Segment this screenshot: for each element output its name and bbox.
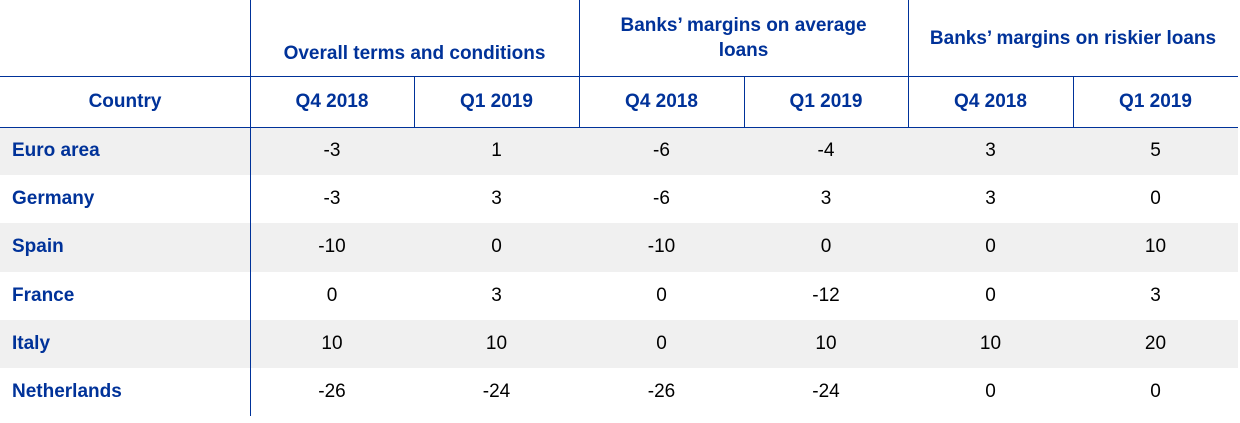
cell-value: 10 bbox=[321, 332, 343, 354]
cell-value: -26 bbox=[647, 381, 676, 403]
cell-value: 3 bbox=[491, 284, 502, 306]
column-rule bbox=[414, 76, 415, 127]
column-rule bbox=[908, 0, 909, 127]
country-name: Euro area bbox=[12, 140, 100, 162]
cell-value: 1 bbox=[491, 140, 502, 162]
country-name: Netherlands bbox=[12, 381, 122, 403]
row-band bbox=[0, 319, 1238, 368]
country-name: Spain bbox=[12, 236, 64, 258]
column-rule bbox=[579, 0, 580, 127]
group-header: Banks’ margins on average loans bbox=[620, 15, 867, 61]
cell-value: 20 bbox=[1144, 332, 1167, 354]
header-rule bbox=[0, 127, 1238, 128]
column-header: Q4 2018 bbox=[625, 91, 698, 112]
country-name: France bbox=[12, 284, 75, 306]
cell-value: 0 bbox=[985, 236, 996, 258]
cell-value: 0 bbox=[491, 236, 502, 258]
country-name: Germany bbox=[12, 188, 95, 210]
row-band bbox=[0, 127, 1238, 176]
cell-value: -12 bbox=[812, 284, 840, 306]
cell-value: 3 bbox=[1150, 284, 1161, 306]
cell-value: -10 bbox=[647, 236, 676, 258]
column-rule bbox=[250, 0, 251, 417]
column-header: Country bbox=[88, 91, 162, 112]
cell-value: 10 bbox=[485, 332, 508, 354]
column-header: Q4 2018 bbox=[954, 91, 1027, 112]
cell-value: 0 bbox=[656, 284, 667, 306]
cell-value: 3 bbox=[491, 188, 502, 210]
row-band bbox=[0, 223, 1238, 272]
cell-value: 0 bbox=[326, 284, 338, 306]
column-header: Q4 2018 bbox=[295, 91, 369, 112]
cell-value: -24 bbox=[812, 381, 840, 403]
cell-value: 3 bbox=[985, 188, 996, 210]
column-header: Q1 2019 bbox=[460, 91, 533, 112]
cell-value: 0 bbox=[1150, 381, 1161, 403]
group-header: Banks’ margins on riskier loans bbox=[929, 27, 1217, 49]
column-header: Q1 2019 bbox=[789, 91, 863, 112]
group-header: Overall terms and conditions bbox=[283, 43, 546, 64]
cell-value: 0 bbox=[985, 284, 996, 306]
cell-value: -10 bbox=[318, 236, 346, 258]
cell-value: 5 bbox=[1150, 140, 1161, 162]
cell-value: -6 bbox=[653, 140, 670, 162]
cell-value: -3 bbox=[323, 188, 341, 210]
cell-value: 10 bbox=[1144, 236, 1167, 258]
cell-value: 0 bbox=[820, 236, 832, 258]
cell-value: 0 bbox=[1150, 188, 1161, 210]
cell-value: 0 bbox=[985, 381, 996, 403]
cell-value: -24 bbox=[482, 381, 511, 403]
cell-value: 10 bbox=[979, 332, 1002, 354]
header-rule bbox=[0, 76, 1238, 77]
cell-value: 3 bbox=[985, 140, 996, 162]
cell-value: -26 bbox=[318, 381, 346, 403]
column-rule bbox=[1073, 76, 1074, 127]
cell-value: -3 bbox=[323, 140, 341, 162]
cell-value: -6 bbox=[653, 188, 670, 210]
cell-value: -4 bbox=[817, 140, 835, 162]
country-name: Italy bbox=[12, 332, 51, 354]
column-header: Q1 2019 bbox=[1119, 91, 1192, 112]
cell-value: 0 bbox=[656, 332, 667, 354]
column-rule bbox=[744, 76, 745, 127]
cell-value: 10 bbox=[815, 332, 837, 354]
cell-value: 3 bbox=[820, 188, 832, 210]
